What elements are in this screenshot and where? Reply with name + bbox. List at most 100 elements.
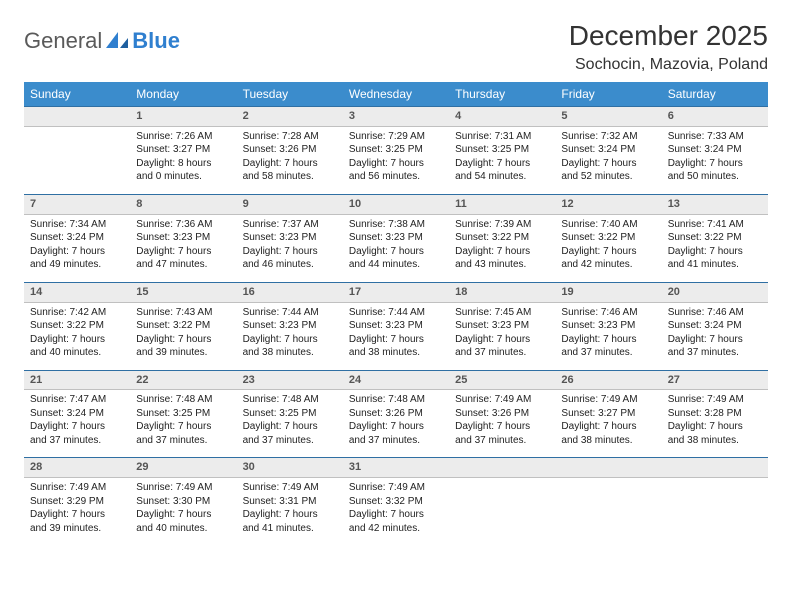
- sunset-text: Sunset: 3:25 PM: [349, 143, 443, 157]
- title-block: December 2025 Sochocin, Mazovia, Poland: [569, 20, 768, 80]
- daylight-text: Daylight: 7 hours and 37 minutes.: [455, 333, 549, 360]
- sunset-text: Sunset: 3:25 PM: [136, 407, 230, 421]
- logo-sail-icon: [104, 30, 130, 52]
- daylight-text: Daylight: 7 hours and 37 minutes.: [30, 420, 124, 447]
- sunrise-text: Sunrise: 7:49 AM: [30, 481, 124, 495]
- day-cell: Sunrise: 7:33 AMSunset: 3:24 PMDaylight:…: [662, 126, 768, 194]
- daylight-text: Daylight: 7 hours and 54 minutes.: [455, 157, 549, 184]
- daylight-text: Daylight: 7 hours and 39 minutes.: [30, 508, 124, 535]
- sunrise-text: Sunrise: 7:42 AM: [30, 306, 124, 320]
- day-cell: Sunrise: 7:39 AMSunset: 3:22 PMDaylight:…: [449, 214, 555, 282]
- sunrise-text: Sunrise: 7:49 AM: [243, 481, 337, 495]
- daylight-text: Daylight: 7 hours and 37 minutes.: [561, 333, 655, 360]
- sunset-text: Sunset: 3:22 PM: [455, 231, 549, 245]
- day-cell: Sunrise: 7:49 AMSunset: 3:30 PMDaylight:…: [130, 478, 236, 546]
- daylight-text: Daylight: 7 hours and 40 minutes.: [136, 508, 230, 535]
- sunrise-text: Sunrise: 7:37 AM: [243, 218, 337, 232]
- day-number: 17: [343, 282, 449, 302]
- day-header: Tuesday: [237, 82, 343, 107]
- daylight-text: Daylight: 7 hours and 38 minutes.: [243, 333, 337, 360]
- sunrise-text: Sunrise: 7:31 AM: [455, 130, 549, 144]
- day-cell: Sunrise: 7:29 AMSunset: 3:25 PMDaylight:…: [343, 126, 449, 194]
- daylight-text: Daylight: 7 hours and 42 minutes.: [349, 508, 443, 535]
- sunrise-text: Sunrise: 7:49 AM: [455, 393, 549, 407]
- day-number: 28: [24, 458, 130, 478]
- daylight-text: Daylight: 7 hours and 39 minutes.: [136, 333, 230, 360]
- day-header: Sunday: [24, 82, 130, 107]
- sunrise-text: Sunrise: 7:34 AM: [30, 218, 124, 232]
- sunset-text: Sunset: 3:25 PM: [243, 407, 337, 421]
- day-number: 1: [130, 107, 236, 127]
- day-cell: Sunrise: 7:41 AMSunset: 3:22 PMDaylight:…: [662, 214, 768, 282]
- day-cell: Sunrise: 7:28 AMSunset: 3:26 PMDaylight:…: [237, 126, 343, 194]
- sunrise-text: Sunrise: 7:46 AM: [668, 306, 762, 320]
- sunset-text: Sunset: 3:26 PM: [349, 407, 443, 421]
- daylight-text: Daylight: 7 hours and 37 minutes.: [455, 420, 549, 447]
- day-content-row: Sunrise: 7:34 AMSunset: 3:24 PMDaylight:…: [24, 214, 768, 282]
- day-number-row: 28293031: [24, 458, 768, 478]
- day-content-row: Sunrise: 7:26 AMSunset: 3:27 PMDaylight:…: [24, 126, 768, 194]
- day-cell: Sunrise: 7:32 AMSunset: 3:24 PMDaylight:…: [555, 126, 661, 194]
- daylight-text: Daylight: 7 hours and 46 minutes.: [243, 245, 337, 272]
- logo: General Blue: [24, 28, 180, 54]
- daylight-text: Daylight: 8 hours and 0 minutes.: [136, 157, 230, 184]
- sunrise-text: Sunrise: 7:40 AM: [561, 218, 655, 232]
- daylight-text: Daylight: 7 hours and 38 minutes.: [561, 420, 655, 447]
- location: Sochocin, Mazovia, Poland: [569, 56, 768, 74]
- daylight-text: Daylight: 7 hours and 37 minutes.: [136, 420, 230, 447]
- day-number: [662, 458, 768, 478]
- day-cell: Sunrise: 7:36 AMSunset: 3:23 PMDaylight:…: [130, 214, 236, 282]
- day-cell: Sunrise: 7:34 AMSunset: 3:24 PMDaylight:…: [24, 214, 130, 282]
- sunset-text: Sunset: 3:23 PM: [455, 319, 549, 333]
- day-cell: Sunrise: 7:37 AMSunset: 3:23 PMDaylight:…: [237, 214, 343, 282]
- sunrise-text: Sunrise: 7:46 AM: [561, 306, 655, 320]
- sunset-text: Sunset: 3:26 PM: [243, 143, 337, 157]
- day-number: 6: [662, 107, 768, 127]
- day-number: 29: [130, 458, 236, 478]
- sunset-text: Sunset: 3:22 PM: [30, 319, 124, 333]
- day-header: Monday: [130, 82, 236, 107]
- day-cell: Sunrise: 7:46 AMSunset: 3:24 PMDaylight:…: [662, 302, 768, 370]
- day-header: Wednesday: [343, 82, 449, 107]
- day-number: 9: [237, 194, 343, 214]
- daylight-text: Daylight: 7 hours and 50 minutes.: [668, 157, 762, 184]
- day-cell: Sunrise: 7:46 AMSunset: 3:23 PMDaylight:…: [555, 302, 661, 370]
- day-cell: Sunrise: 7:49 AMSunset: 3:27 PMDaylight:…: [555, 390, 661, 458]
- day-cell: Sunrise: 7:44 AMSunset: 3:23 PMDaylight:…: [237, 302, 343, 370]
- sunset-text: Sunset: 3:22 PM: [561, 231, 655, 245]
- header: General Blue December 2025 Sochocin, Maz…: [24, 20, 768, 80]
- sunrise-text: Sunrise: 7:45 AM: [455, 306, 549, 320]
- logo-text-general: General: [24, 28, 102, 54]
- day-number: 13: [662, 194, 768, 214]
- sunrise-text: Sunrise: 7:49 AM: [668, 393, 762, 407]
- day-cell: Sunrise: 7:49 AMSunset: 3:28 PMDaylight:…: [662, 390, 768, 458]
- sunset-text: Sunset: 3:23 PM: [349, 319, 443, 333]
- day-number: 24: [343, 370, 449, 390]
- day-number-row: 123456: [24, 107, 768, 127]
- day-number: 26: [555, 370, 661, 390]
- day-cell: Sunrise: 7:45 AMSunset: 3:23 PMDaylight:…: [449, 302, 555, 370]
- day-header: Thursday: [449, 82, 555, 107]
- day-header: Friday: [555, 82, 661, 107]
- daylight-text: Daylight: 7 hours and 38 minutes.: [668, 420, 762, 447]
- sunset-text: Sunset: 3:23 PM: [136, 231, 230, 245]
- day-cell: Sunrise: 7:49 AMSunset: 3:29 PMDaylight:…: [24, 478, 130, 546]
- sunrise-text: Sunrise: 7:48 AM: [349, 393, 443, 407]
- day-number: 30: [237, 458, 343, 478]
- sunrise-text: Sunrise: 7:41 AM: [668, 218, 762, 232]
- sunset-text: Sunset: 3:22 PM: [136, 319, 230, 333]
- day-cell: Sunrise: 7:42 AMSunset: 3:22 PMDaylight:…: [24, 302, 130, 370]
- day-cell: [449, 478, 555, 546]
- day-number: 27: [662, 370, 768, 390]
- day-cell: Sunrise: 7:31 AMSunset: 3:25 PMDaylight:…: [449, 126, 555, 194]
- day-number: 12: [555, 194, 661, 214]
- day-number: 5: [555, 107, 661, 127]
- sunrise-text: Sunrise: 7:43 AM: [136, 306, 230, 320]
- daylight-text: Daylight: 7 hours and 56 minutes.: [349, 157, 443, 184]
- day-number: 23: [237, 370, 343, 390]
- day-cell: Sunrise: 7:48 AMSunset: 3:25 PMDaylight:…: [237, 390, 343, 458]
- sunset-text: Sunset: 3:24 PM: [30, 407, 124, 421]
- day-content-row: Sunrise: 7:42 AMSunset: 3:22 PMDaylight:…: [24, 302, 768, 370]
- daylight-text: Daylight: 7 hours and 38 minutes.: [349, 333, 443, 360]
- day-number: 19: [555, 282, 661, 302]
